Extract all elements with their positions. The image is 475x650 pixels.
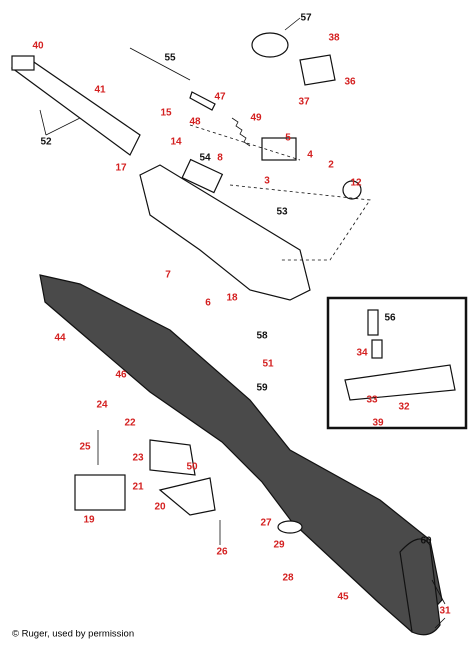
- bolt: [181, 158, 224, 194]
- part-label: 39: [372, 418, 384, 429]
- part-label: 45: [337, 592, 349, 603]
- part-label: 24: [96, 400, 108, 411]
- part-label: 29: [273, 540, 285, 551]
- part-label: 44: [54, 333, 66, 344]
- receiver: [139, 164, 311, 301]
- swivel: [277, 520, 303, 534]
- leader-line: [431, 579, 446, 629]
- barrel: [10, 57, 141, 156]
- leader-line: [284, 17, 301, 31]
- part-label: 55: [164, 53, 176, 64]
- part-label: 22: [124, 418, 136, 429]
- part-label: 37: [298, 97, 310, 108]
- trigger-guard: [158, 477, 216, 516]
- mount: [299, 54, 336, 86]
- pin: [129, 47, 191, 81]
- part-label: 58: [256, 331, 268, 342]
- part-label: 52: [40, 137, 52, 148]
- part-label: 54: [199, 153, 211, 164]
- copyright: © Ruger, used by permission: [12, 629, 134, 640]
- spring: [231, 117, 251, 147]
- magazine: [74, 474, 126, 511]
- part-label: 2: [328, 160, 334, 171]
- trigger-housing: [149, 439, 196, 476]
- part-label: 41: [94, 85, 106, 96]
- part-label: 53: [276, 207, 288, 218]
- ring: [251, 32, 289, 58]
- part-label: 56: [384, 313, 396, 324]
- part-label: 27: [260, 518, 272, 529]
- guide-rod: [189, 91, 216, 111]
- part-label: 46: [115, 370, 127, 381]
- front-sight: [11, 55, 35, 71]
- part-label: 50: [186, 462, 198, 473]
- inset-box: [326, 296, 468, 430]
- part-label: 14: [170, 137, 182, 148]
- part-label: 4: [307, 150, 313, 161]
- part-label: 28: [282, 573, 294, 584]
- inset-part: [367, 309, 379, 336]
- part-label: 47: [214, 92, 226, 103]
- inset-receiver: [344, 364, 456, 401]
- part-label: 40: [32, 41, 44, 52]
- part-label: 51: [262, 359, 274, 370]
- part-label: 48: [189, 117, 201, 128]
- leader-line: [39, 109, 81, 136]
- part-label: 57: [300, 13, 312, 24]
- part-label: 18: [226, 293, 238, 304]
- part-label: 36: [344, 77, 356, 88]
- part-label: 3: [264, 176, 270, 187]
- part-label: 32: [398, 402, 410, 413]
- bolt-handle: [261, 137, 297, 161]
- buttplate: [399, 538, 441, 636]
- assembly-line: [189, 124, 301, 161]
- part-label: 33: [366, 395, 378, 406]
- part-label: 25: [79, 442, 91, 453]
- part-label: 38: [328, 33, 340, 44]
- part-label: 8: [217, 153, 223, 164]
- part-label: 34: [356, 348, 368, 359]
- part-label: 31: [439, 606, 451, 617]
- part-label: 59: [256, 383, 268, 394]
- part-label: 6: [205, 298, 211, 309]
- part-label: 26: [216, 547, 228, 558]
- part-label: 60: [420, 536, 432, 547]
- part-label: 19: [83, 515, 95, 526]
- part-label: 5: [285, 133, 291, 144]
- part-label: 20: [154, 502, 166, 513]
- part-label: 7: [165, 270, 171, 281]
- part-label: 12: [350, 178, 362, 189]
- part-label: 49: [250, 113, 262, 124]
- part-label: 15: [160, 108, 172, 119]
- assembly-line: [229, 184, 371, 261]
- knob: [342, 180, 362, 200]
- part-label: 23: [132, 453, 144, 464]
- inset-part: [371, 339, 383, 359]
- stock: [39, 274, 443, 633]
- part-label: 21: [132, 482, 144, 493]
- part-label: 17: [115, 163, 127, 174]
